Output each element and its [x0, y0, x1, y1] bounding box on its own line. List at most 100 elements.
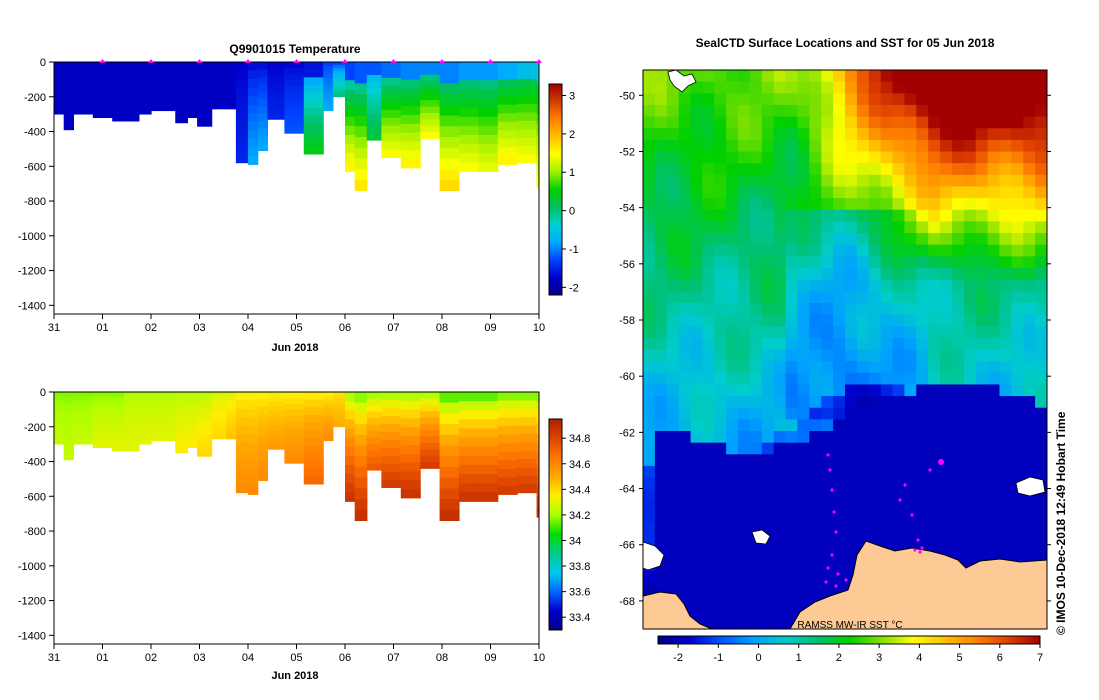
seal-position	[832, 510, 836, 514]
sst-cell	[963, 465, 977, 479]
section-cell	[112, 426, 125, 432]
sst-cell	[856, 70, 870, 83]
sst-cell	[678, 104, 692, 118]
section-cell	[458, 410, 479, 420]
sst-cell	[773, 454, 787, 467]
sst-cell	[666, 279, 680, 292]
sst-cell	[833, 442, 846, 455]
section-cell	[332, 90, 346, 95]
sst-cell	[749, 407, 763, 420]
sst-cell	[821, 279, 834, 292]
section-cell	[73, 105, 84, 111]
section-cell	[400, 132, 421, 142]
sst-cell	[1035, 70, 1047, 83]
sst-cell	[987, 163, 1000, 176]
sst-cell	[726, 209, 739, 222]
section-cell	[323, 94, 334, 99]
sst-cell	[797, 477, 810, 490]
section-cell	[151, 400, 164, 405]
section-cell	[439, 434, 460, 446]
section-cell	[73, 405, 84, 410]
sst-cell	[773, 559, 787, 572]
sst-cell	[738, 384, 751, 397]
section-cell	[151, 70, 164, 75]
sst-cell	[892, 174, 905, 187]
sst-cell	[856, 465, 870, 479]
section-cell	[73, 70, 84, 76]
sst-cell	[809, 128, 822, 141]
sst-cell	[749, 314, 763, 327]
section-cell	[175, 422, 188, 428]
west-coast-land	[643, 591, 713, 629]
sst-cell	[999, 81, 1012, 94]
section-cell	[124, 96, 140, 102]
sst-cell	[738, 570, 751, 583]
sst-cell	[940, 221, 953, 234]
sst-cell	[963, 174, 977, 187]
sst-cell	[678, 256, 692, 269]
section-cell	[332, 415, 346, 419]
sst-cell	[797, 151, 810, 164]
sst-cell	[1035, 431, 1047, 444]
sst-cell	[785, 256, 798, 269]
sst-cell	[797, 163, 810, 176]
sst-cell	[714, 70, 727, 83]
section-cell	[54, 431, 65, 436]
sst-colorbar-label: RAMSS MW-IR SST °C	[797, 620, 902, 631]
section-cell	[267, 420, 285, 426]
sst-cell	[880, 337, 894, 350]
section-cell	[138, 418, 152, 423]
sst-cell	[845, 361, 858, 374]
sst-cell	[749, 104, 763, 118]
section-cell	[175, 67, 188, 73]
sst-cell	[833, 314, 846, 327]
section-cell	[211, 415, 227, 420]
sst-cell	[690, 594, 703, 607]
sst-cell	[916, 349, 929, 362]
sst-cell	[987, 70, 1000, 83]
sst-cell	[643, 116, 656, 129]
sst-cell	[975, 139, 989, 153]
sst-cell	[773, 407, 787, 420]
section-cell	[303, 461, 324, 470]
sst-cell	[999, 361, 1012, 374]
section-cell	[345, 401, 356, 411]
section-cell	[197, 83, 213, 90]
sst-cell	[785, 151, 798, 164]
sst-cell	[654, 209, 668, 222]
sst-cell	[904, 279, 917, 292]
sst-cell	[666, 198, 680, 211]
sst-cell	[963, 233, 977, 246]
section-cell	[175, 397, 188, 403]
sst-cell	[904, 151, 917, 164]
sst-cell	[678, 407, 692, 420]
section-cell	[112, 101, 125, 107]
section-cell	[175, 102, 188, 109]
sst-cell	[856, 104, 870, 118]
section-cell	[151, 404, 164, 409]
sst-cell	[678, 174, 692, 187]
seal-position	[910, 513, 914, 517]
sst-cell	[999, 70, 1012, 83]
x-tick-label: 10	[533, 322, 545, 334]
section-cell	[226, 392, 237, 397]
sst-cell	[975, 186, 989, 199]
sst-cell	[987, 465, 1000, 479]
y-tick-label: 0	[40, 57, 46, 69]
sst-cell	[904, 81, 917, 94]
x-tick-label: 04	[242, 322, 254, 334]
sst-cell	[785, 116, 798, 129]
sst-cell	[809, 570, 822, 583]
sst-cell	[773, 291, 787, 304]
y-tick-label: -200	[24, 422, 46, 434]
section-cell	[226, 62, 237, 67]
sst-cell	[643, 93, 656, 106]
sst-cell	[809, 186, 822, 199]
sst-cell	[702, 582, 715, 595]
sst-cell	[1011, 337, 1024, 350]
section-cell	[257, 98, 268, 107]
sst-cell	[773, 594, 787, 607]
sst-cell	[987, 139, 1000, 153]
section-cell	[163, 432, 176, 438]
sst-cell	[666, 267, 680, 281]
